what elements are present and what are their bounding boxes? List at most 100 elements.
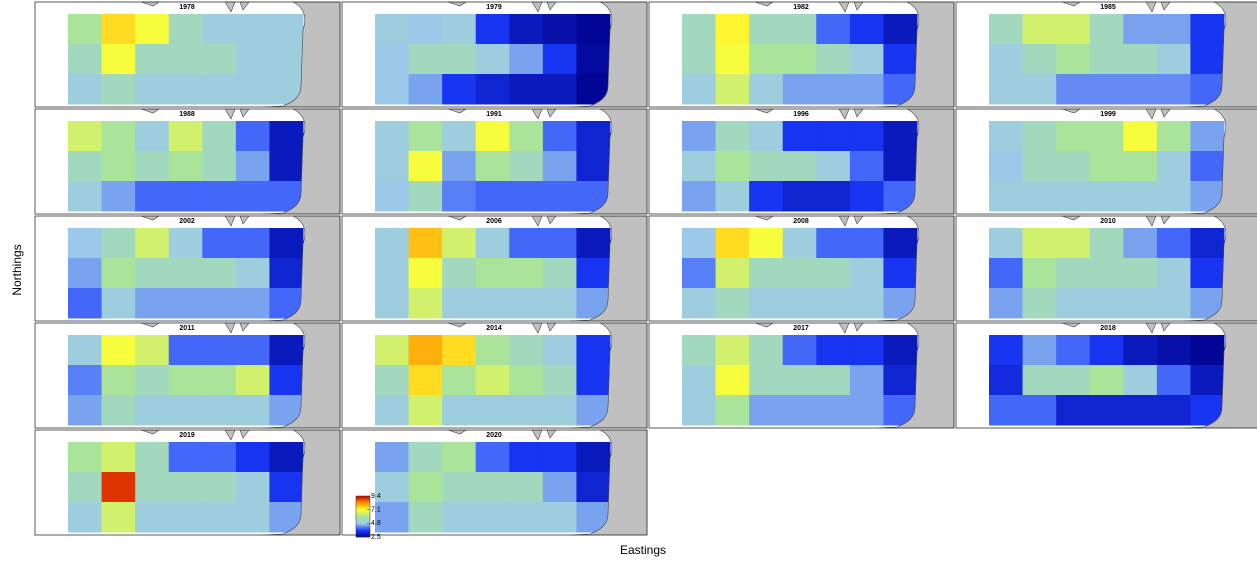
heat-cell: [1089, 288, 1124, 319]
heat-cell: [1123, 44, 1158, 75]
heat-cell: [749, 181, 784, 212]
panel-title: 1978: [179, 4, 195, 11]
heat-cell: [68, 258, 103, 289]
land: [1183, 108, 1257, 215]
heat-cell: [1022, 365, 1057, 396]
panel-frame: [955, 1, 1257, 108]
heat-cell: [202, 151, 237, 182]
heat-cell: [442, 502, 477, 533]
heat-cell: [749, 14, 784, 45]
heat-cell: [235, 258, 270, 289]
heat-cell: [68, 121, 103, 152]
panel-frame: [34, 429, 341, 536]
heat-cell: [542, 14, 577, 45]
heat-cell: [849, 181, 884, 212]
heat-cell: [1123, 258, 1158, 289]
heat-cell: [442, 228, 477, 259]
heat-cell: [1022, 14, 1057, 45]
panel: 1978: [34, 1, 341, 108]
heat-cell: [375, 472, 410, 503]
heat-cell: [475, 288, 510, 319]
heat-cell: [715, 365, 750, 396]
heat-cell: [101, 181, 136, 212]
heat-cell: [475, 258, 510, 289]
heat-cell: [715, 228, 750, 259]
heat-cell: [135, 442, 170, 473]
heat-cell: [168, 472, 203, 503]
heat-cell: [749, 74, 784, 105]
heat-cell: [883, 335, 918, 366]
heat-cell: [375, 258, 410, 289]
heat-cell: [135, 44, 170, 75]
heat-cell: [375, 14, 410, 45]
heat-cell: [1123, 365, 1158, 396]
panel: 2020: [341, 429, 648, 536]
heat-cell: [1022, 288, 1057, 319]
heat-cell: [408, 288, 443, 319]
panel-frame: [955, 215, 1257, 322]
heat-cell: [576, 121, 611, 152]
colorbar-step: [356, 511, 370, 513]
heat-cell: [202, 74, 237, 105]
heat-cell: [816, 181, 851, 212]
heat-cell: [168, 181, 203, 212]
heat-cell: [1190, 14, 1225, 45]
colorbar-step: [356, 510, 370, 512]
heat-cell: [989, 288, 1024, 319]
heat-cell: [235, 442, 270, 473]
heat-cell: [542, 502, 577, 533]
heat-cell: [101, 74, 136, 105]
heat-cell: [542, 181, 577, 212]
heat-cell: [542, 151, 577, 182]
heat-cell: [816, 44, 851, 75]
heat-cell: [442, 151, 477, 182]
heat-cell: [749, 288, 784, 319]
land: [876, 322, 955, 429]
heat-cell: [1123, 181, 1158, 212]
heat-cell: [1156, 288, 1191, 319]
heat-cell: [235, 365, 270, 396]
heat-cell: [749, 228, 784, 259]
heat-cell: [749, 395, 784, 426]
heat-cell: [1156, 121, 1191, 152]
heat-cell: [1089, 14, 1124, 45]
heat-cell: [989, 74, 1024, 105]
heat-cell: [715, 258, 750, 289]
heat-cell: [375, 395, 410, 426]
heat-cell: [101, 228, 136, 259]
heat-cell: [135, 288, 170, 319]
heat-cell: [202, 288, 237, 319]
heat-cell: [68, 151, 103, 182]
colorbar-step: [356, 496, 370, 498]
heat-cell: [749, 335, 784, 366]
heat-cell: [135, 14, 170, 45]
colorbar-tick-label: 4.8: [371, 520, 381, 527]
heat-cell: [475, 14, 510, 45]
heat-cell: [68, 395, 103, 426]
colorbar-step: [356, 534, 370, 537]
heat-cell: [989, 365, 1024, 396]
heat-cell: [269, 44, 304, 75]
panel: 1999: [955, 108, 1257, 215]
colorbar-step: [356, 519, 370, 521]
heat-cell: [715, 395, 750, 426]
heat-cell: [202, 365, 237, 396]
heat-cell: [1156, 395, 1191, 426]
heat-cell: [816, 395, 851, 426]
heat-cell: [509, 502, 544, 533]
heat-cell: [1190, 121, 1225, 152]
heat-cell: [816, 74, 851, 105]
heat-cell: [1156, 335, 1191, 366]
heat-cell: [816, 228, 851, 259]
heat-cell: [749, 151, 784, 182]
panel: 1996: [648, 108, 955, 215]
panel-frame: [648, 108, 955, 215]
heat-cell: [782, 121, 817, 152]
heat-cell: [1190, 335, 1225, 366]
y-axis-label: Northings: [10, 244, 24, 295]
heat-cell: [542, 395, 577, 426]
heat-cell: [1056, 74, 1091, 105]
heat-cell: [989, 395, 1024, 426]
heat-cell: [715, 181, 750, 212]
panel: 2019: [34, 429, 341, 536]
